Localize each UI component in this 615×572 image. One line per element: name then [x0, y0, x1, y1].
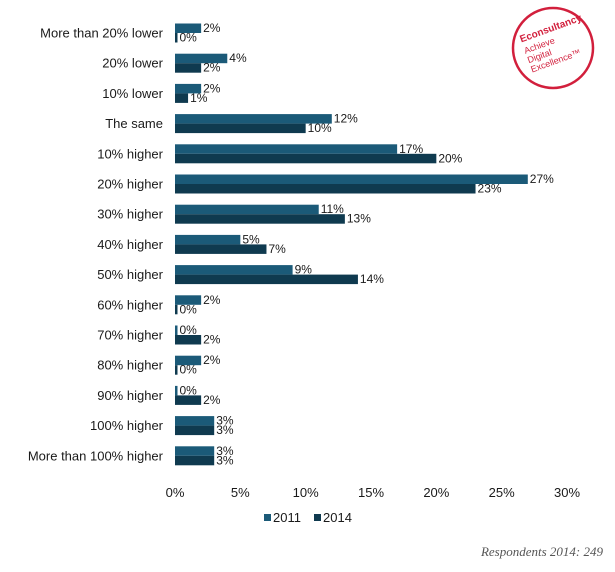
- bar-2014: [175, 214, 345, 224]
- x-tick-label: 5%: [231, 485, 250, 500]
- bar-2014: [175, 63, 202, 73]
- category-label: 60% higher: [97, 297, 163, 312]
- category-label: 20% lower: [102, 56, 163, 71]
- bar-2014: [175, 274, 358, 285]
- logo-circle: [511, 6, 595, 90]
- value-label-2011: 2%: [203, 81, 221, 95]
- x-tick-label: 25%: [489, 485, 515, 500]
- x-tick-label: 0%: [166, 485, 185, 500]
- value-label-2014: 0%: [180, 31, 198, 45]
- category-label: 30% higher: [97, 207, 163, 222]
- x-tick-label: 15%: [358, 485, 384, 500]
- econsultancy-logo: Econsultancy Achieve Digital Excellence™: [511, 6, 595, 90]
- x-tick-label: 10%: [293, 485, 319, 500]
- value-label-2011: 0%: [180, 383, 198, 397]
- category-label: 50% higher: [97, 267, 163, 282]
- bar-2011: [175, 446, 215, 456]
- bar-2011: [175, 204, 319, 215]
- bar-2014: [175, 123, 306, 134]
- legend-swatch-2011: [264, 514, 271, 521]
- value-label-2014: 3%: [216, 423, 234, 437]
- bar-2014: [175, 455, 215, 466]
- category-label: The same: [105, 116, 163, 131]
- bar-2011: [175, 265, 293, 275]
- category-label: 40% higher: [97, 237, 163, 252]
- category-label: More than 100% higher: [28, 448, 164, 463]
- category-label: 100% higher: [90, 418, 164, 433]
- bar-2011: [175, 83, 202, 94]
- category-labels: More than 20% lower 20% lower 10% lower The…: [28, 26, 164, 464]
- value-label-2011: 4%: [229, 51, 247, 65]
- x-tick-label: 30%: [554, 485, 580, 500]
- respondents-footnote: Respondents 2014: 249: [480, 544, 603, 559]
- category-label: 20% higher: [97, 177, 163, 192]
- value-label-2011: 11%: [321, 202, 344, 216]
- value-label-2011: 12%: [334, 112, 358, 126]
- bar-2011: [175, 234, 241, 245]
- value-label-2011: 17%: [399, 142, 423, 156]
- value-label-2014: 2%: [203, 393, 221, 407]
- bar-2014: [175, 244, 267, 254]
- bar-2014: [175, 365, 178, 375]
- bar-2011: [175, 325, 178, 335]
- bar-2011: [175, 23, 202, 33]
- category-label: 70% higher: [97, 328, 163, 343]
- bar-2011: [175, 53, 228, 64]
- category-label: 80% higher: [97, 358, 163, 373]
- bar-2014: [175, 33, 178, 43]
- bar-2014: [175, 395, 202, 405]
- bar-2014: [175, 335, 202, 345]
- legend-swatch-2014: [314, 514, 321, 521]
- bar-2011: [175, 355, 202, 366]
- category-label: 90% higher: [97, 388, 163, 403]
- value-label-2014: 3%: [216, 453, 234, 467]
- value-label-2011: 2%: [203, 21, 221, 35]
- category-label: More than 20% lower: [40, 26, 164, 41]
- value-label-2011: 3%: [216, 444, 234, 458]
- value-label-2011: 3%: [216, 414, 234, 428]
- x-axis-ticks: 0% 5% 10% 15% 20% 25% 30%: [166, 485, 581, 500]
- value-labels: 2%0%4%2%2%1%12%10%17%20%27%23%11%13%5%7%…: [180, 21, 555, 467]
- bar-2011: [175, 174, 528, 184]
- bars: [175, 23, 528, 466]
- bar-2011: [175, 114, 332, 124]
- value-label-2014: 0%: [180, 363, 198, 377]
- value-label-2014: 0%: [180, 302, 198, 316]
- value-label-2014: 23%: [478, 182, 502, 196]
- legend-label-2014: 2014: [323, 510, 352, 525]
- value-label-2014: 2%: [203, 333, 221, 347]
- bar-2014: [175, 304, 178, 315]
- value-label-2011: 0%: [180, 323, 198, 337]
- bar-2011: [175, 416, 215, 426]
- x-tick-label: 20%: [423, 485, 449, 500]
- value-label-2011: 27%: [530, 172, 554, 186]
- bar-2014: [175, 153, 437, 164]
- value-label-2014: 20%: [438, 151, 462, 165]
- legend: 2011 2014: [264, 510, 352, 525]
- bar-2011: [175, 295, 202, 305]
- value-label-2011: 9%: [295, 263, 313, 277]
- value-label-2014: 2%: [203, 61, 221, 75]
- value-label-2014: 14%: [360, 272, 384, 286]
- category-label: 10% lower: [102, 86, 163, 101]
- value-label-2014: 10%: [308, 121, 332, 135]
- bar-chart: More than 20% lower 20% lower 10% lower The…: [28, 21, 581, 525]
- bar-2014: [175, 425, 215, 436]
- value-label-2014: 7%: [268, 242, 286, 256]
- category-label: 10% higher: [97, 146, 163, 161]
- value-label-2011: 5%: [242, 232, 260, 246]
- value-label-2011: 2%: [203, 353, 221, 367]
- value-label-2011: 2%: [203, 293, 221, 307]
- value-label-2014: 13%: [347, 212, 371, 226]
- legend-label-2011: 2011: [273, 510, 301, 525]
- bar-2011: [175, 385, 178, 396]
- bar-2014: [175, 184, 476, 194]
- bar-2014: [175, 93, 189, 103]
- value-label-2014: 1%: [190, 91, 208, 105]
- bar-2011: [175, 144, 398, 154]
